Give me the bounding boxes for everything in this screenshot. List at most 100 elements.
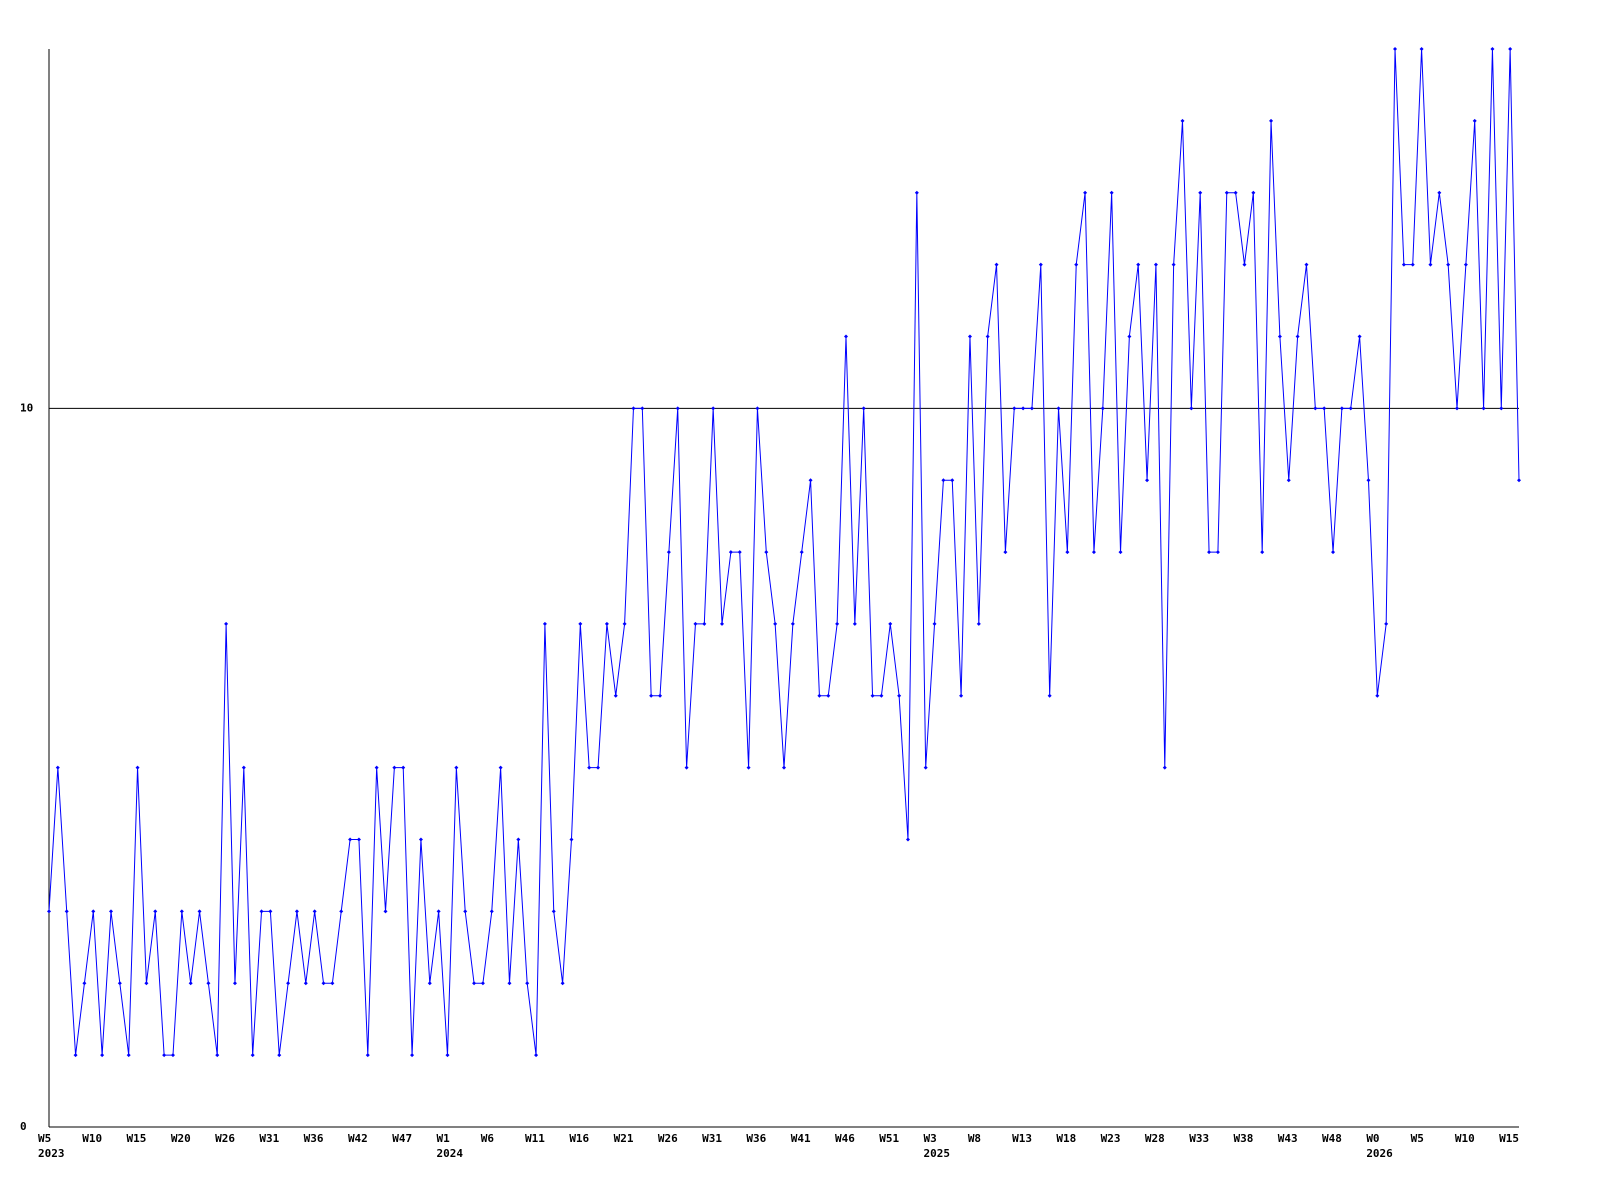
point — [1207, 550, 1212, 555]
point — [728, 550, 733, 555]
point — [746, 765, 751, 770]
line — [48, 48, 1520, 1056]
point — [737, 550, 742, 555]
point — [436, 909, 441, 914]
point — [153, 909, 158, 914]
point — [1233, 190, 1238, 195]
point — [631, 406, 636, 411]
point — [684, 765, 689, 770]
point — [303, 981, 308, 986]
point — [640, 406, 645, 411]
point — [976, 621, 981, 626]
point — [649, 693, 654, 698]
point — [1375, 693, 1380, 698]
point — [401, 765, 406, 770]
point — [1100, 406, 1105, 411]
point — [170, 1053, 175, 1058]
point — [711, 406, 716, 411]
point — [232, 981, 237, 986]
point — [224, 621, 229, 626]
point — [843, 334, 848, 339]
x-tick-label: W5 — [38, 1132, 51, 1145]
point — [560, 981, 565, 986]
point — [1091, 550, 1096, 555]
point — [294, 909, 299, 914]
point — [100, 1053, 105, 1058]
point — [1339, 406, 1344, 411]
point — [259, 909, 264, 914]
point — [312, 909, 317, 914]
point — [1180, 118, 1185, 123]
point — [365, 1053, 370, 1058]
point — [1012, 406, 1017, 411]
point — [286, 981, 291, 986]
point — [215, 1053, 220, 1058]
point — [418, 837, 423, 842]
point — [1472, 118, 1477, 123]
point — [1251, 190, 1256, 195]
point — [1047, 693, 1052, 698]
x-tick-label: W47 — [392, 1132, 412, 1145]
x-tick-label: W38 — [1233, 1132, 1253, 1145]
point — [932, 621, 937, 626]
point — [410, 1053, 415, 1058]
x-tick-label: W48 — [1322, 1132, 1342, 1145]
point — [507, 981, 512, 986]
point — [764, 550, 769, 555]
point — [905, 837, 910, 842]
point — [755, 406, 760, 411]
point — [108, 909, 113, 914]
x-tick-label: W3 — [924, 1132, 937, 1145]
point — [348, 837, 353, 842]
point — [1384, 621, 1389, 626]
point — [551, 909, 556, 914]
point — [852, 621, 857, 626]
point — [542, 621, 547, 626]
point — [126, 1053, 131, 1058]
point — [1322, 406, 1327, 411]
point — [1083, 190, 1088, 195]
point — [356, 837, 361, 842]
point — [587, 765, 592, 770]
point — [1499, 406, 1504, 411]
x-tick-label: W23 — [1101, 1132, 1121, 1145]
point — [1136, 262, 1141, 267]
point — [1517, 478, 1521, 483]
point — [1029, 406, 1034, 411]
x-tick-label: W10 — [82, 1132, 102, 1145]
point — [985, 334, 990, 339]
point — [888, 621, 893, 626]
x-tick-label: W0 — [1366, 1132, 1379, 1145]
x-tick-label: W16 — [569, 1132, 589, 1145]
point — [1393, 47, 1398, 51]
point — [897, 693, 902, 698]
point — [480, 981, 485, 986]
x-tick-label: W26 — [658, 1132, 678, 1145]
point — [675, 406, 680, 411]
x-tick-label: W26 — [215, 1132, 235, 1145]
point — [525, 981, 530, 986]
point — [720, 621, 725, 626]
point — [861, 406, 866, 411]
point — [1428, 262, 1433, 267]
point — [1215, 550, 1220, 555]
point — [1419, 47, 1424, 51]
x-tick-label: W18 — [1056, 1132, 1076, 1145]
point — [835, 621, 840, 626]
point — [64, 909, 69, 914]
point — [206, 981, 211, 986]
point — [1437, 190, 1442, 195]
x-tick-label: W51 — [879, 1132, 899, 1145]
point — [277, 1053, 282, 1058]
point — [1189, 406, 1194, 411]
point — [613, 693, 618, 698]
point — [91, 909, 96, 914]
point — [144, 981, 149, 986]
point — [1198, 190, 1203, 195]
point — [994, 262, 999, 267]
point — [1065, 550, 1070, 555]
point — [135, 765, 140, 770]
point — [666, 550, 671, 555]
point — [658, 693, 663, 698]
